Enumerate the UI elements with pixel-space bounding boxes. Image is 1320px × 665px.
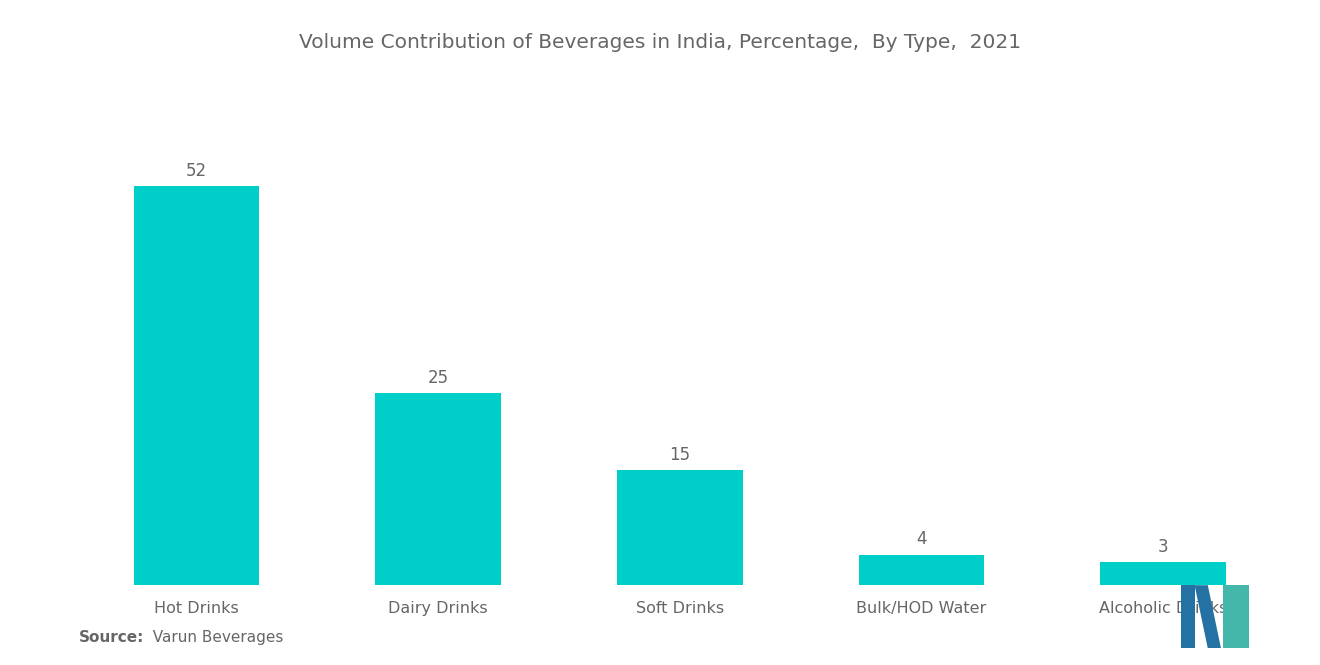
- Polygon shape: [1236, 585, 1249, 648]
- Text: Varun Beverages: Varun Beverages: [143, 630, 282, 645]
- Text: 52: 52: [186, 162, 207, 180]
- Text: 25: 25: [428, 369, 449, 387]
- Bar: [858, 555, 985, 585]
- Text: 15: 15: [669, 446, 690, 464]
- Text: 3: 3: [1158, 538, 1168, 556]
- Bar: [1100, 562, 1226, 585]
- Polygon shape: [1195, 585, 1221, 648]
- Polygon shape: [1181, 585, 1195, 648]
- Bar: [133, 186, 260, 585]
- Text: 4: 4: [916, 531, 927, 549]
- Bar: [375, 394, 502, 585]
- Text: Volume Contribution of Beverages in India, Percentage,  By Type,  2021: Volume Contribution of Beverages in Indi…: [298, 33, 1022, 53]
- Bar: [616, 470, 743, 585]
- Text: Source:: Source:: [79, 630, 145, 645]
- Polygon shape: [1222, 585, 1236, 648]
